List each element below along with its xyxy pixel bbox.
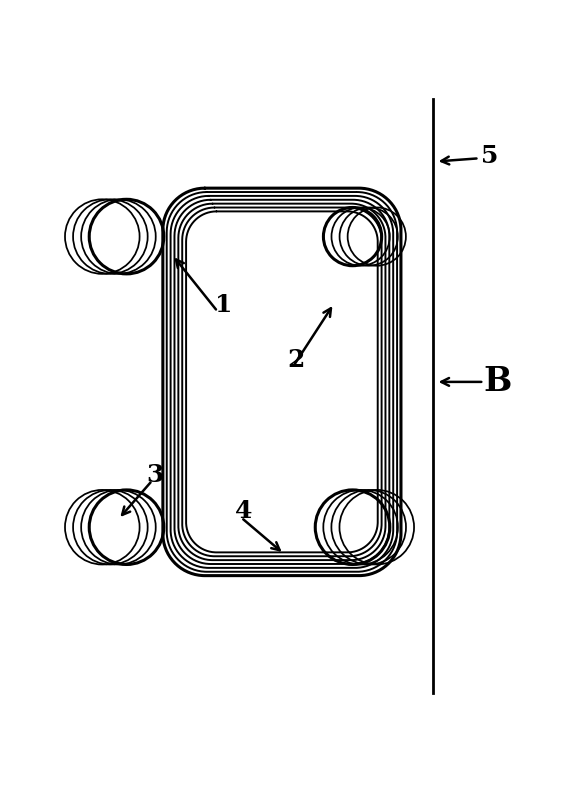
Text: 2: 2 (287, 348, 305, 372)
Text: 3: 3 (146, 463, 164, 487)
Text: B: B (484, 366, 512, 399)
Text: 1: 1 (215, 293, 232, 318)
Text: 5: 5 (481, 144, 499, 168)
Text: 4: 4 (235, 499, 252, 523)
